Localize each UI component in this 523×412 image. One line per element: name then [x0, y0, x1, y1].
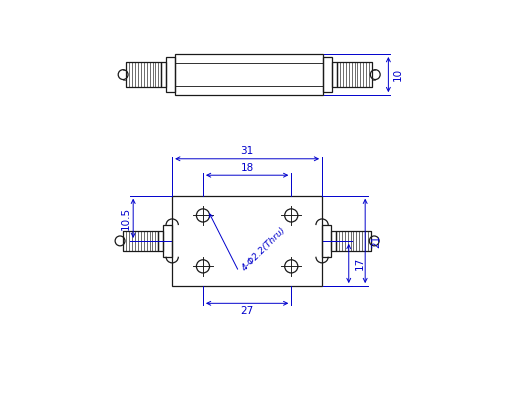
- Text: 10.5: 10.5: [121, 207, 131, 230]
- Bar: [161, 62, 166, 87]
- Text: 17: 17: [355, 257, 365, 270]
- Bar: [323, 57, 332, 92]
- Bar: [322, 225, 331, 257]
- Bar: [127, 62, 161, 87]
- Bar: [123, 231, 158, 251]
- Bar: [166, 57, 175, 92]
- Bar: [337, 62, 372, 87]
- Bar: [175, 54, 323, 95]
- Bar: [158, 231, 163, 251]
- Text: 10: 10: [393, 68, 403, 81]
- Text: 18: 18: [241, 163, 254, 173]
- Text: 4-Φ2.2(Thru): 4-Φ2.2(Thru): [240, 225, 287, 273]
- Bar: [172, 196, 322, 286]
- Bar: [336, 231, 371, 251]
- Bar: [332, 62, 337, 87]
- Bar: [331, 231, 336, 251]
- Bar: [163, 225, 172, 257]
- Text: 21: 21: [371, 234, 381, 248]
- Text: 27: 27: [241, 306, 254, 316]
- Text: 31: 31: [241, 146, 254, 157]
